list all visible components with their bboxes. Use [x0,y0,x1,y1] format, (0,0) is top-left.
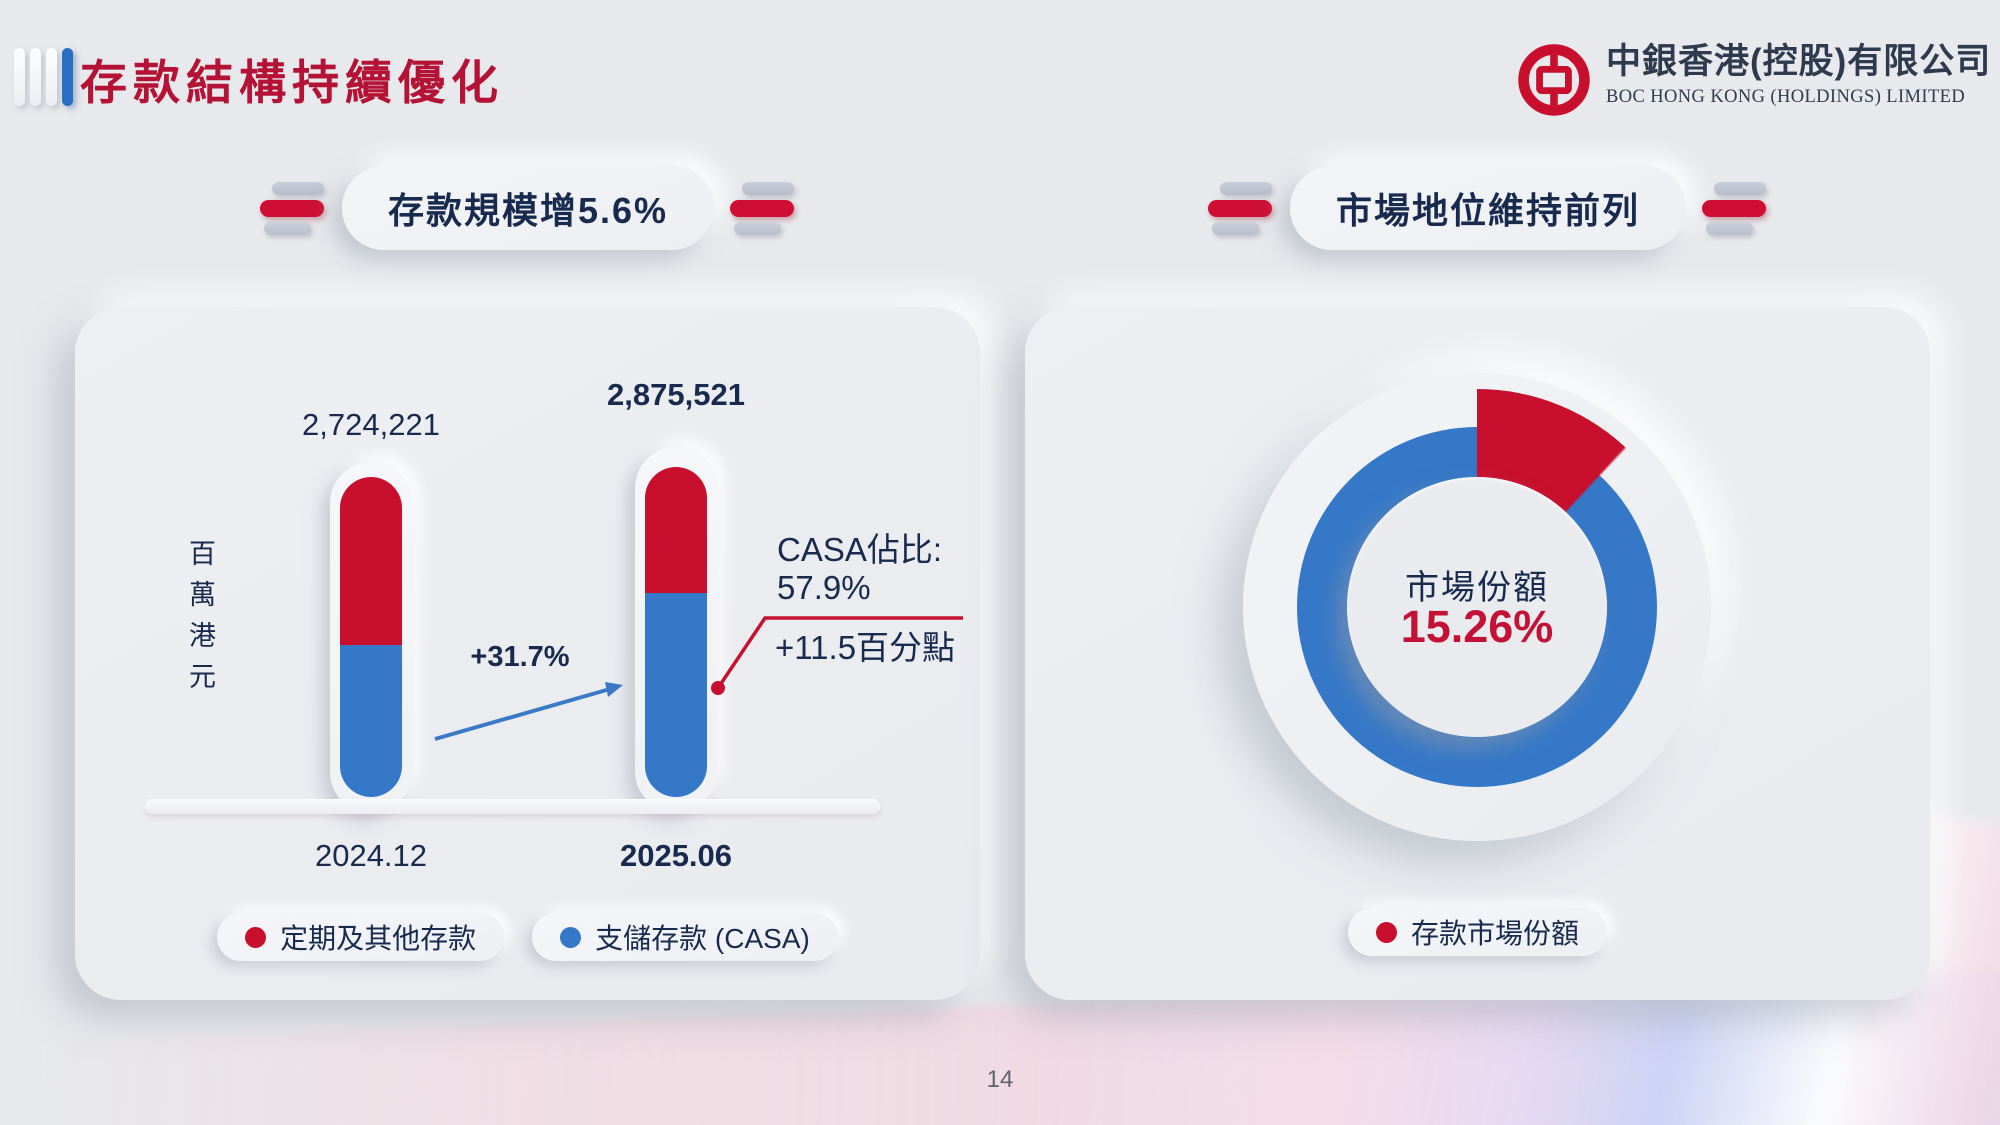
company-name-en: BOC HONG KONG (HOLDINGS) LIMITED [1606,87,1966,107]
market-share-label: 市場份額 [1405,569,1549,607]
bar-total-2024: 2,724,221 [302,407,440,442]
donut-center-disc [1347,477,1607,737]
growth-annotation: +31.7% [470,641,570,673]
bar-2024-term-deposits-segment [340,477,402,645]
deco-bar-blue-icon [62,48,73,106]
bar-2024 [330,462,412,813]
pill-deco-right-icon [1702,181,1768,235]
pill-deco-left-icon [260,181,326,235]
deco-bar-icon [46,48,57,106]
deco-dash-icon [1706,221,1754,235]
deco-dash-red-icon [1702,199,1767,217]
chart-baseline [145,799,880,814]
bar-2025-casa-segment [645,593,707,797]
legend-item-term-deposits: 定期及其他存款 [217,913,505,961]
pill-deco-right-icon [730,181,796,235]
deposit-bar-chart-card: 百萬港元 2,724,221 2,875,521 2024.12 2025.06… [75,307,980,1000]
bar-2025 [635,447,717,812]
growth-arrow-icon [434,682,623,741]
casa-callout-line-icon [711,616,963,695]
bar-total-2025: 2,875,521 [607,377,745,412]
deco-dash-icon [734,221,782,235]
legend-label: 存款市場份額 [1410,918,1579,949]
deco-bar-icon [14,48,25,106]
company-name-cn: 中銀香港(控股)有限公司 [1606,42,1992,81]
category-label-2025: 2025.06 [619,838,733,873]
deco-dash-icon [1714,181,1767,195]
bar-2024-casa-segment [340,645,402,797]
deco-dash-icon [742,181,795,195]
deco-dash-red-icon [1208,199,1272,217]
y-axis-unit-label: 百萬港元 [185,539,215,703]
legend-dot-red-icon [245,926,267,948]
legend-label: 支儲存款 (CASA) [595,923,810,954]
boc-logo: 中銀香港(控股)有限公司 BOC HONG KONG (HOLDINGS) LI… [1516,42,1991,118]
casa-annotation-value: 57.9% [777,569,871,606]
legend-label: 定期及其他存款 [280,923,477,954]
section-title-market-position: 市場地位維持前列 [1290,166,1687,250]
casa-annotation-title: CASA佔比: [777,531,943,568]
deco-dash-red-icon [730,199,795,217]
section-title-deposits: 存款規模增5.6% [342,166,715,250]
deco-dash-icon [1212,221,1259,235]
legend-dot-red-icon [1375,921,1397,943]
legend-item-deposit-market-share: 存款市場份額 [1347,908,1607,956]
legend-item-casa: 支儲存款 (CASA) [532,913,838,961]
page-title: 存款結構持續優化 [80,56,504,109]
bar-chart-legend: 定期及其他存款 支儲存款 (CASA) [75,913,980,961]
market-share-donut-card: 市場份額 15.26% 存款市場份額 [1025,307,1930,1000]
title-decoration-bars [14,48,73,106]
section-header-right: 市場地位維持前列 [1208,166,1768,250]
boc-coin-logo-icon [1518,44,1590,116]
deco-dash-icon [272,181,324,195]
deco-dash-icon [264,221,311,235]
legend-dot-blue-icon [560,926,582,948]
market-share-value: 15.26% [1400,601,1554,652]
pill-deco-left-icon [1208,181,1274,235]
deco-dash-red-icon [260,199,324,217]
page-number: 14 [986,1066,1014,1093]
deco-dash-icon [1220,181,1272,195]
deco-bar-icon [30,48,41,106]
section-header-left: 存款規模增5.6% [260,166,796,250]
donut-legend: 存款市場份額 [1025,908,1930,956]
company-name: 中銀香港(控股)有限公司 BOC HONG KONG (HOLDINGS) LI… [1606,42,1991,108]
bar-2025-term-deposits-segment [645,467,707,593]
casa-annotation-change: +11.5百分點 [775,629,956,666]
category-label-2024: 2024.12 [314,838,428,873]
